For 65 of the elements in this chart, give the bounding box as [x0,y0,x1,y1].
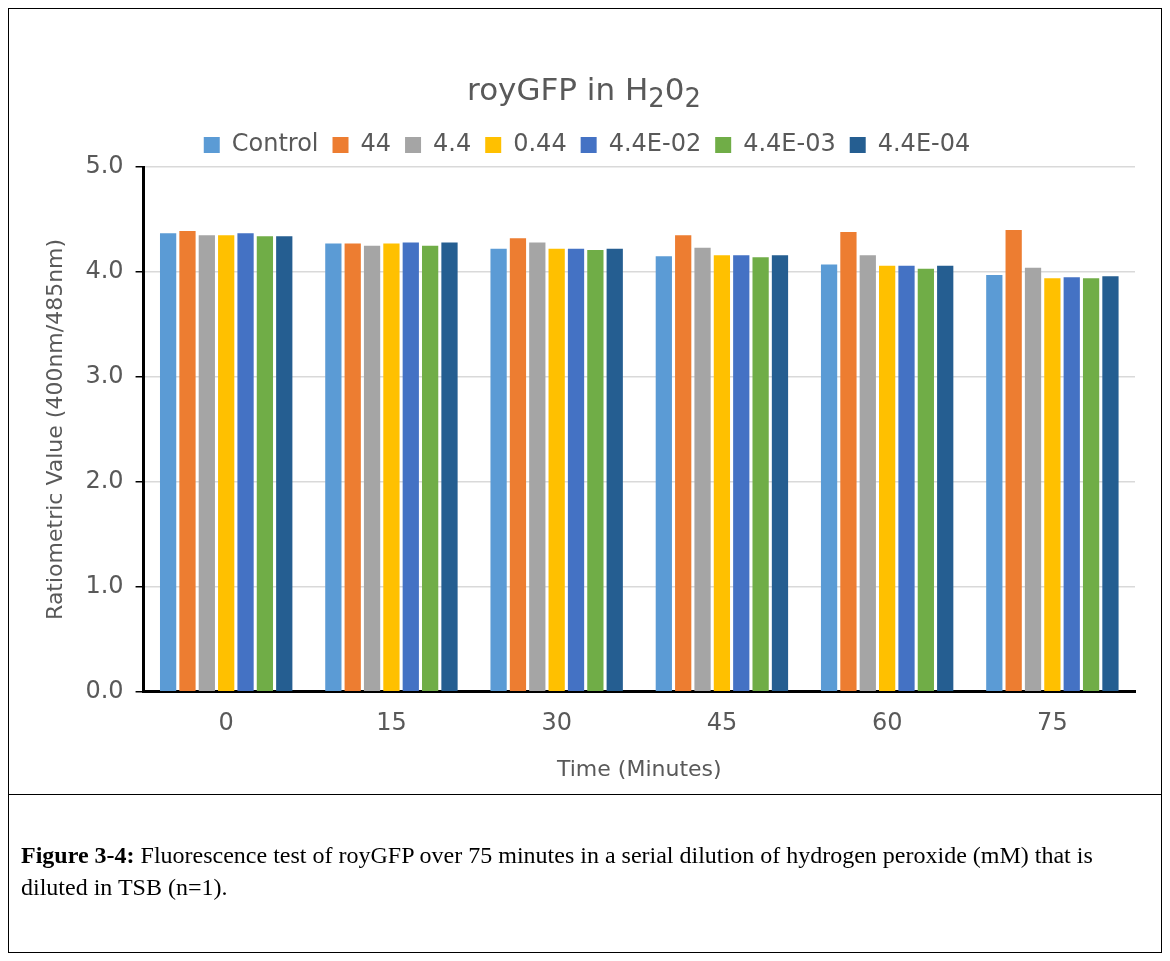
x-tick-label: 0 [218,708,234,737]
bar [986,275,1003,692]
bar [441,242,458,692]
x-axis-title: Time (Minutes) [555,755,722,781]
bar [1024,267,1042,692]
bar [917,268,934,692]
bar [733,255,750,692]
bar [363,245,381,692]
x-tick-label: 30 [541,708,572,737]
bar [752,257,769,692]
y-tick-label: 5.0 [85,151,124,180]
y-tick-label: 1.0 [85,571,124,600]
bar [1063,277,1080,692]
x-tick-label: 75 [1037,708,1068,737]
bar [694,247,711,692]
x-tick-label: 15 [376,708,407,737]
bar [198,235,215,692]
bar [218,235,235,692]
bar [1005,229,1022,692]
bar [344,243,361,692]
bar [937,265,954,692]
bar [422,245,439,692]
bar [276,236,293,692]
bar [771,255,789,692]
y-tick-label: 2.0 [85,466,124,495]
bar [567,248,585,692]
bar [402,242,419,692]
y-tick-label: 3.0 [85,361,124,390]
bar [325,243,342,692]
bar [159,233,177,692]
y-axis-title: Ratiometric Value (400nm/485nm) [41,238,67,620]
legend-label: 4.4E-02 [608,129,702,158]
legend-label: 4.4 [433,129,472,158]
bar [256,236,274,692]
bar [606,248,623,692]
x-tick-label: 45 [706,708,738,737]
bar [179,231,196,692]
bar [587,249,604,692]
bar [237,233,254,692]
bar [548,248,565,692]
bar [529,242,546,692]
legend-label: 4.4E-04 [877,129,971,158]
y-tick-label: 0.0 [85,676,124,705]
y-tick-label: 4.0 [85,256,124,285]
bar [1082,278,1100,692]
bar [675,235,692,692]
bar [655,256,672,692]
x-tick-label: 60 [871,708,903,737]
bar [898,265,915,692]
bar [1044,278,1061,692]
bar [713,255,731,692]
legend-label: Control [231,129,319,158]
bar [509,238,527,692]
bar [859,255,876,692]
legend-label: 44 [360,129,392,158]
bar [879,265,896,692]
legend-label: 0.44 [513,129,567,158]
bar [490,248,507,692]
bar [820,264,838,692]
bar [840,232,857,692]
legend-label: 4.4E-03 [743,129,836,158]
text: Figure 3-4: Fluorescence test of royGFP over 75 minutes in a serial dilution of hydrogen peroxide (mM) that is diluted in TSB (n=1). [21,841,1094,903]
bar [1102,276,1119,692]
bar [383,243,400,692]
chart-title: royGFP in H$_{2}$0$_{2}$ [466,71,702,114]
